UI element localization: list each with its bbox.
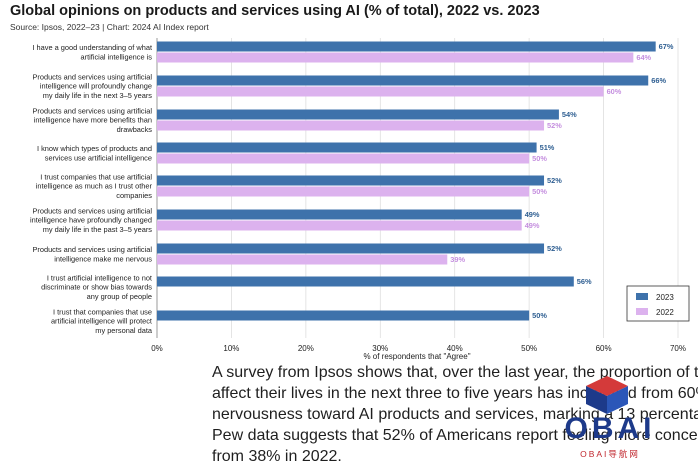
category-label: I trust companies that use artificialint… bbox=[36, 172, 153, 200]
x-tick-label: 40% bbox=[447, 344, 463, 353]
bar-2022 bbox=[157, 254, 448, 265]
value-label-2023: 54% bbox=[562, 110, 577, 119]
bar-2022 bbox=[157, 220, 522, 231]
bar-2023 bbox=[157, 41, 656, 52]
category-label: I know which types of products andservic… bbox=[37, 144, 152, 162]
category-label: Products and services using artificialin… bbox=[32, 245, 152, 263]
category-label-line: Products and services using artificial bbox=[32, 206, 152, 215]
x-axis-label: % of respondents that "Agree" bbox=[363, 352, 470, 361]
value-label-2023: 52% bbox=[547, 176, 562, 185]
watermark-logo: OBAI OBAI导航网 bbox=[540, 374, 680, 464]
x-tick-label: 20% bbox=[298, 344, 314, 353]
value-label-2023: 56% bbox=[577, 277, 592, 286]
category-label-line: artificial intelligence is bbox=[81, 52, 153, 61]
bar-2023 bbox=[157, 142, 537, 153]
category-label: Products and services using artificialin… bbox=[32, 72, 152, 100]
category-label-line: discriminate or show bias towards bbox=[41, 283, 152, 292]
category-label-line: my daily life in the past 3–5 years bbox=[43, 225, 153, 234]
legend-label-2022: 2022 bbox=[656, 308, 674, 317]
value-label-2022: 64% bbox=[636, 53, 651, 62]
category-label: I trust artificial intelligence to notdi… bbox=[41, 273, 152, 301]
bar-2023 bbox=[157, 75, 649, 86]
legend-label-2023: 2023 bbox=[656, 293, 674, 302]
value-label-2023: 49% bbox=[525, 210, 540, 219]
value-label-2022: 49% bbox=[525, 221, 540, 230]
category-label-line: intelligence have more benefits than bbox=[34, 116, 152, 125]
category-label-line: I have a good understanding of what bbox=[32, 43, 152, 52]
category-label-line: intelligence as much as I trust other bbox=[36, 182, 153, 191]
bar-2022 bbox=[157, 186, 530, 197]
x-tick-label: 70% bbox=[670, 344, 686, 353]
bar-2023 bbox=[157, 209, 522, 220]
paragraph-line: A survey from Ipsos shows that, over the… bbox=[212, 364, 698, 381]
category-label-line: any group of people bbox=[87, 292, 152, 301]
value-label-2022: 50% bbox=[532, 187, 547, 196]
bar-2022 bbox=[157, 120, 545, 131]
bar-2023 bbox=[157, 109, 559, 120]
category-label-line: intelligence will profoundly change bbox=[40, 82, 152, 91]
cube-logo-icon bbox=[586, 376, 628, 414]
category-label-line: companies bbox=[116, 191, 152, 200]
article-paragraph: A survey from Ipsos shows that, over the… bbox=[212, 362, 698, 467]
x-tick-label: 10% bbox=[223, 344, 239, 353]
category-label: Products and services using artificialin… bbox=[32, 106, 152, 134]
category-label-line: my personal data bbox=[95, 326, 153, 335]
value-label-2023: 50% bbox=[532, 311, 547, 320]
category-label-line: my daily life in the next 3–5 years bbox=[43, 91, 153, 100]
x-axis-ticks: 0% 10% 20% 30% 40% 50% 60% 70% bbox=[151, 344, 686, 353]
legend-box bbox=[626, 285, 690, 322]
value-label-2022: 50% bbox=[532, 154, 547, 163]
bar-2023 bbox=[157, 310, 530, 321]
category-label: I trust that companies that useartificia… bbox=[51, 307, 153, 335]
watermark-word: OBAI bbox=[564, 412, 656, 445]
category-label-line: I trust that companies that use bbox=[53, 307, 152, 316]
value-label-2023: 66% bbox=[651, 76, 666, 85]
paragraph-line: affect their lives in the next three to … bbox=[212, 385, 698, 402]
category-label-line: I trust companies that use artificial bbox=[40, 172, 152, 181]
watermark-subtitle: OBAI导航网 bbox=[580, 449, 640, 459]
category-label-line: intelligence have profoundly changed bbox=[30, 216, 152, 225]
category-label-line: Products and services using artificial bbox=[32, 72, 152, 81]
chart-source: Source: Ipsos, 2022–23 | Chart: 2024 AI … bbox=[10, 22, 209, 32]
bar-2022 bbox=[157, 86, 604, 97]
category-labels: I have a good understanding of whatartif… bbox=[30, 43, 153, 335]
x-tick-label: 0% bbox=[151, 344, 163, 353]
bar-chart: I have a good understanding of whatartif… bbox=[30, 38, 690, 361]
bar-2022 bbox=[157, 52, 634, 63]
value-label-2022: 52% bbox=[547, 121, 562, 130]
legend-swatch-2022 bbox=[636, 308, 648, 315]
bars bbox=[157, 41, 656, 321]
legend-swatch-2023 bbox=[636, 293, 648, 300]
bar-2023 bbox=[157, 175, 545, 186]
value-label-2023: 67% bbox=[659, 42, 674, 51]
value-label-2022: 60% bbox=[607, 87, 622, 96]
category-label-line: drawbacks bbox=[117, 125, 153, 134]
x-tick-label: 30% bbox=[372, 344, 388, 353]
paragraph-line: nervousness toward AI products and servi… bbox=[212, 406, 698, 423]
x-tick-label: 50% bbox=[521, 344, 537, 353]
category-label-line: Products and services using artificial bbox=[32, 245, 152, 254]
x-tick-label: 60% bbox=[596, 344, 612, 353]
bar-2023 bbox=[157, 243, 545, 254]
paragraph-line: Pew data suggests that 52% of Americans … bbox=[212, 427, 698, 444]
category-label-line: intelligence make me nervous bbox=[54, 254, 152, 263]
category-label-line: I know which types of products and bbox=[37, 144, 152, 153]
value-labels: 67%66%54%51%52%49%52%56%50%64%60%52%50%5… bbox=[450, 42, 674, 320]
category-label-line: artificial intelligence will protect bbox=[51, 317, 152, 326]
category-label: Products and services using artificialin… bbox=[30, 206, 152, 234]
category-label-line: I trust artificial intelligence to not bbox=[47, 273, 152, 282]
category-label-line: services use artificial intelligence bbox=[45, 153, 152, 162]
category-label-line: Products and services using artificial bbox=[32, 106, 152, 115]
paragraph-line: from 38% in 2022. bbox=[212, 448, 342, 465]
legend: 2023 2022 bbox=[626, 285, 690, 322]
value-label-2023: 52% bbox=[547, 244, 562, 253]
value-label-2022: 39% bbox=[450, 255, 465, 264]
value-label-2023: 51% bbox=[540, 143, 555, 152]
chart-title: Global opinions on products and services… bbox=[10, 3, 540, 19]
bar-2022 bbox=[157, 153, 530, 164]
bar-2023 bbox=[157, 276, 574, 287]
category-label: I have a good understanding of whatartif… bbox=[32, 43, 152, 61]
